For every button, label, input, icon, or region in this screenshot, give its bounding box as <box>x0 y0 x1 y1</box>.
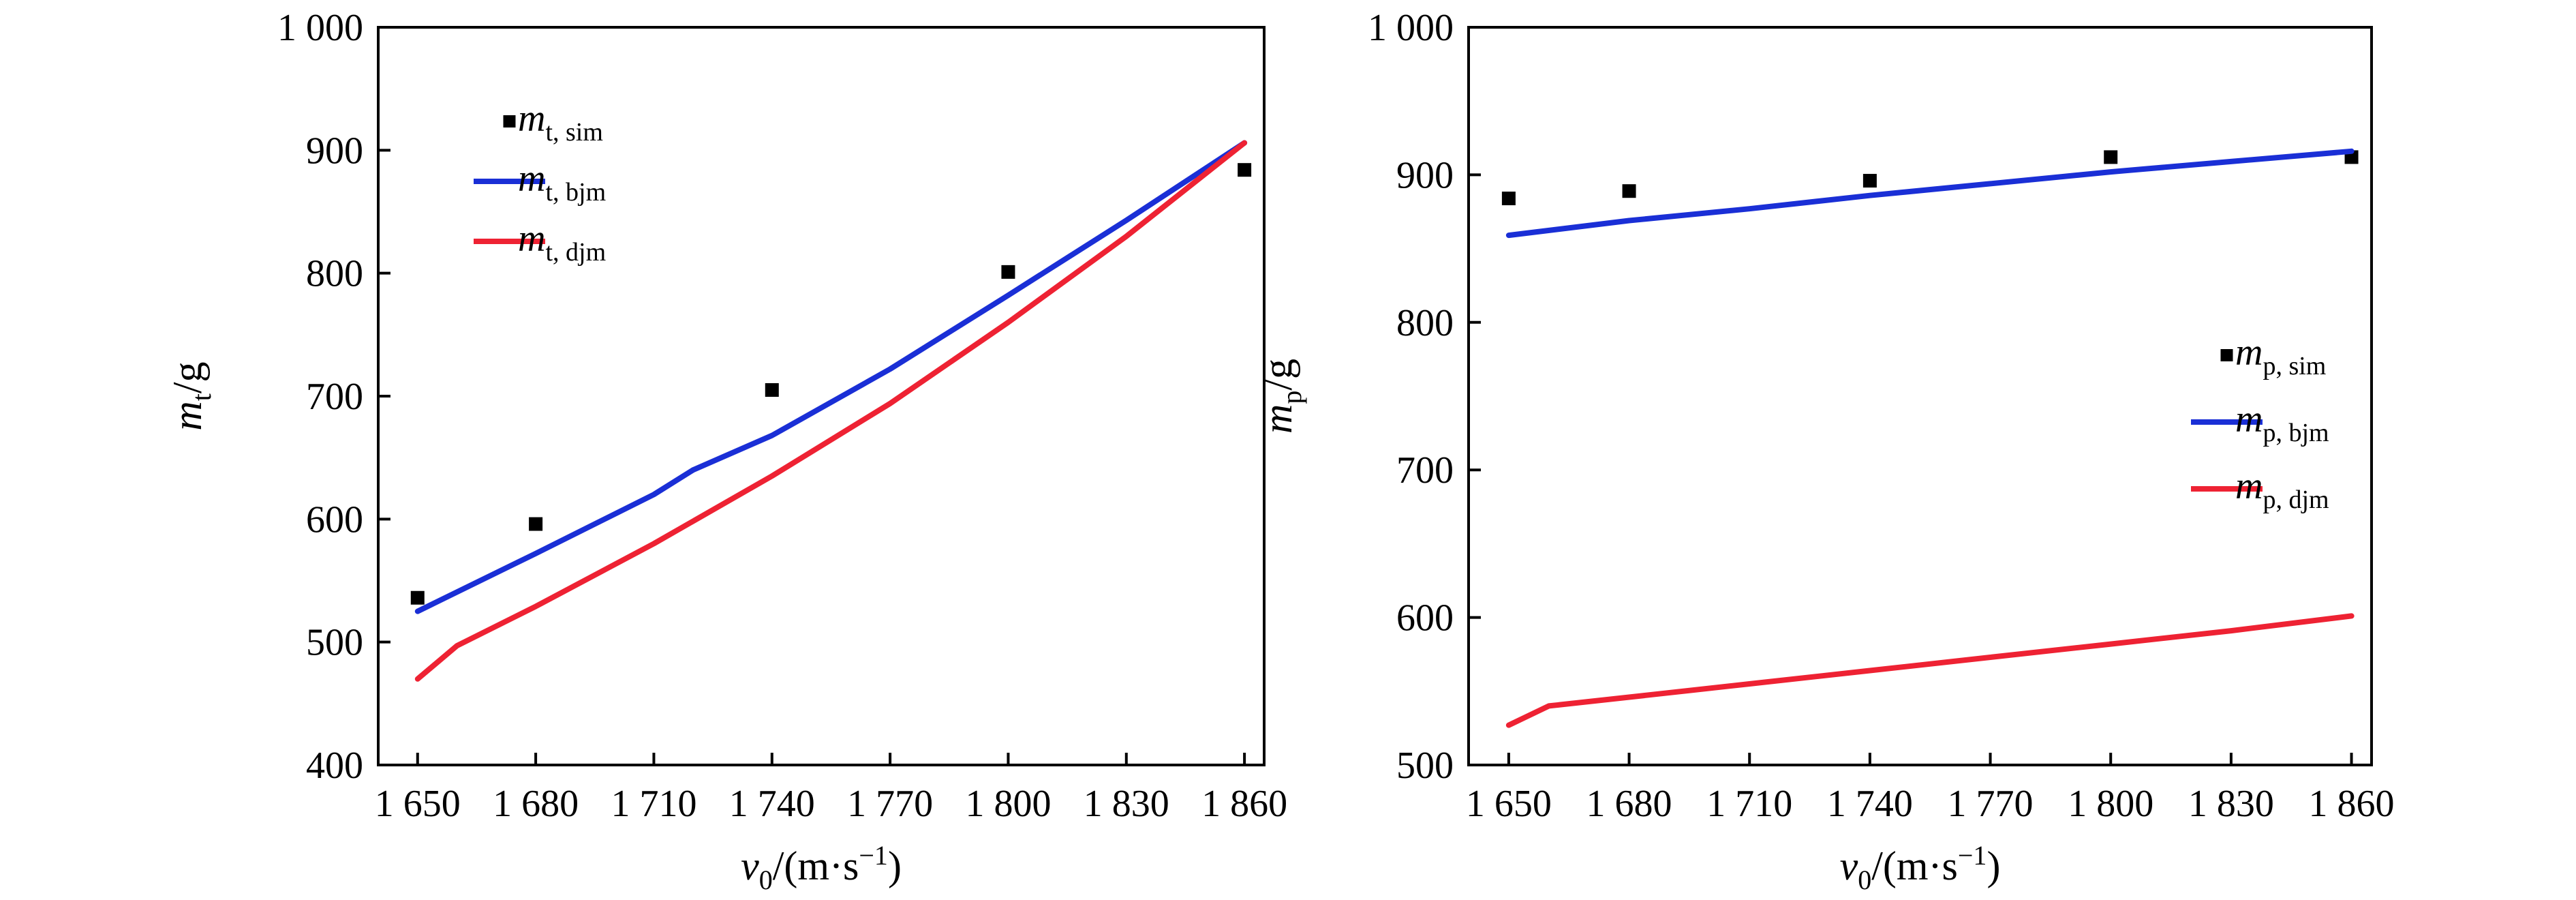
data-point <box>410 590 425 605</box>
data-point <box>1862 174 1877 188</box>
legend-label: mp, djm <box>2235 465 2329 514</box>
y-tick-label: 1 000 <box>277 7 363 49</box>
legend-label: mp, bjm <box>2235 398 2329 447</box>
x-tick-label: 1 860 <box>1201 783 1287 825</box>
legend-label: mt, djm <box>518 217 606 267</box>
data-point <box>1238 163 1252 177</box>
x-tick-label: 1 800 <box>2068 783 2153 825</box>
series-line-t--bjm <box>414 140 1248 614</box>
y-tick-label: 600 <box>1396 597 1454 640</box>
series-line-p--djm <box>1505 613 2355 728</box>
x-tick-label: 1 710 <box>611 783 696 825</box>
x-tick-label: 1 800 <box>965 783 1051 825</box>
x-axis-label: v0/(m·s−1) <box>741 840 902 895</box>
x-tick-label: 1 650 <box>1466 783 1552 825</box>
x-tick-label: 1 770 <box>847 783 933 825</box>
y-tick-label: 800 <box>1396 302 1454 344</box>
x-tick-label: 1 740 <box>1827 783 1913 825</box>
x-tick-label: 1 710 <box>1706 783 1792 825</box>
y-axis-label: mp/g <box>1255 359 1307 434</box>
chart-panel-2: 1 650 1 680 1 710 1 740 1 770 1 800 1 830 1 860… <box>1255 7 2395 895</box>
legend-label: mp, sim <box>2235 331 2326 380</box>
x-tick-label: 1 650 <box>375 783 461 825</box>
data-point <box>2104 150 2118 164</box>
x-tick-label: 1 770 <box>1948 783 2034 825</box>
series-line-t--djm <box>414 140 1248 682</box>
legend: mt, sim mt, bjm mt, djm <box>474 97 606 267</box>
x-tick-label: 1 830 <box>1084 783 1169 825</box>
x-axis-label: v0/(m·s−1) <box>1840 840 2001 895</box>
legend-label: mt, sim <box>518 97 603 147</box>
legend-label: mt, bjm <box>518 158 606 207</box>
x-tick-label: 1 830 <box>2188 783 2274 825</box>
series-line-p--bjm <box>1505 148 2355 239</box>
y-tick-label: 500 <box>306 622 363 664</box>
data-point <box>529 517 543 531</box>
data-point <box>1501 192 1516 206</box>
data-point <box>1622 184 1636 198</box>
legend-marker <box>503 115 516 127</box>
y-axis-label: mt/g <box>165 361 217 430</box>
y-tick-label: 700 <box>306 376 363 418</box>
data-point <box>765 382 779 397</box>
y-tick-label: 800 <box>306 253 363 295</box>
chart-panel-1: 1 650 1 680 1 710 1 740 1 770 1 800 1 830 1 860… <box>165 7 1287 895</box>
y-tick-label: 700 <box>1396 449 1454 492</box>
legend-marker <box>2220 349 2233 361</box>
y-tick-label: 400 <box>306 745 363 787</box>
y-tick-label: 1 000 <box>1368 7 1454 49</box>
x-tick-label: 1 680 <box>493 783 579 825</box>
data-point <box>1001 265 1015 279</box>
plot-frame <box>1467 26 2373 766</box>
x-tick-label: 1 680 <box>1586 783 1672 825</box>
y-tick-label: 900 <box>306 130 363 172</box>
y-tick-label: 600 <box>306 498 363 541</box>
plot-frame <box>377 26 1266 766</box>
x-tick-label: 1 860 <box>2309 783 2395 825</box>
x-tick-label: 1 740 <box>729 783 815 825</box>
legend: mp, sim mp, bjm mp, djm <box>2191 331 2329 514</box>
y-tick-label: 900 <box>1396 154 1454 196</box>
y-tick-label: 500 <box>1396 745 1454 787</box>
